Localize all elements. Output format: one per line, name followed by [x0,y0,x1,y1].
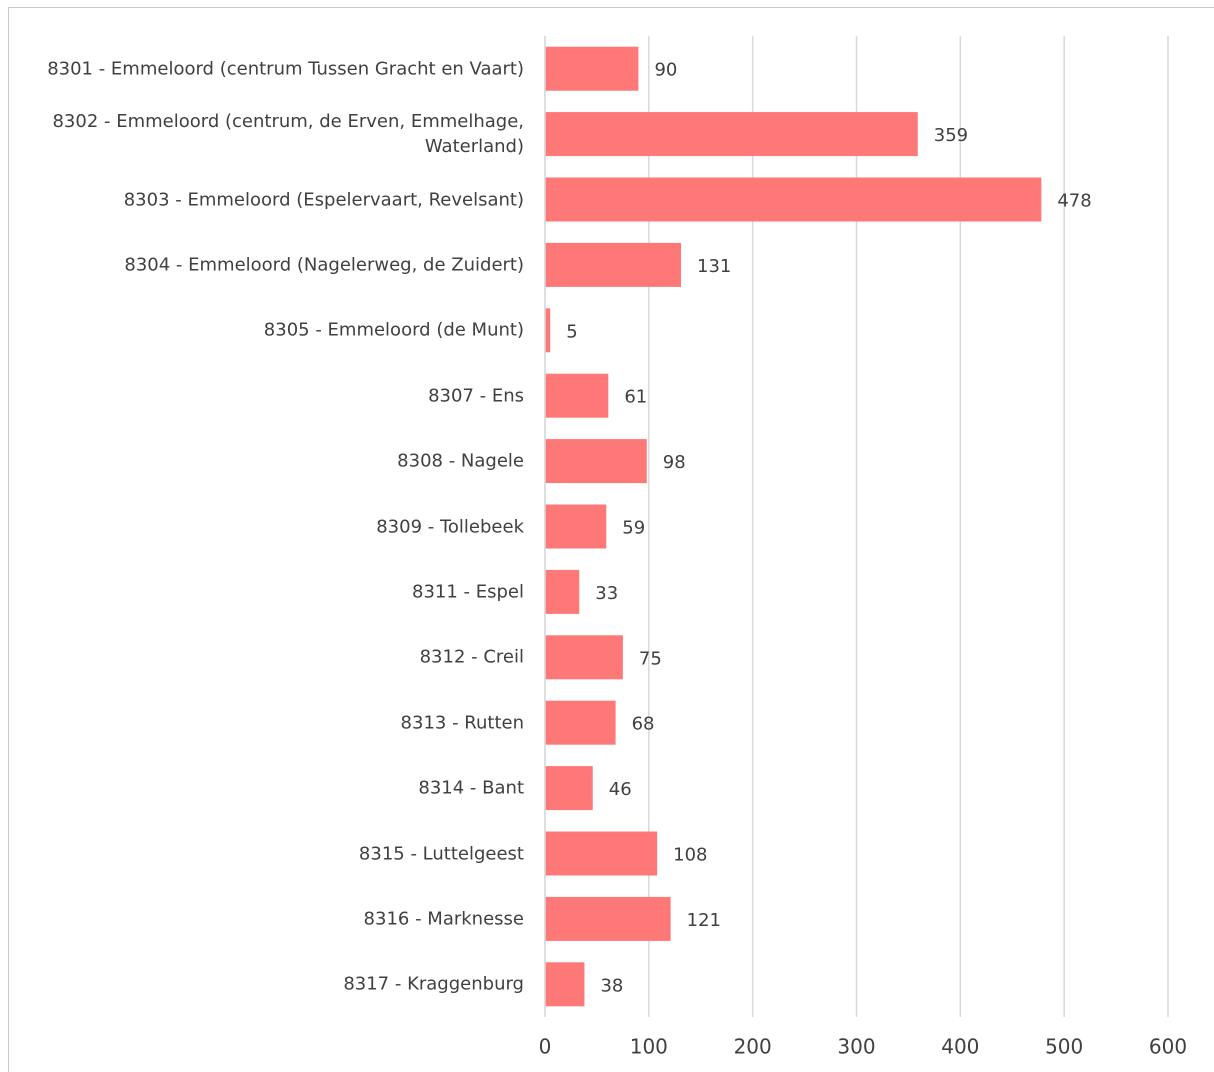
bar [545,896,671,941]
y-tick-label: 8303 - Emmeloord (Espelervaart, Revelsan… [123,189,524,210]
bar [545,766,593,811]
bar [545,177,1042,222]
value-label: 75 [639,648,662,669]
x-tick-label: 0 [539,1035,552,1059]
bar [545,831,658,876]
value-label: 68 [632,714,655,735]
x-tick-label: 200 [734,1035,772,1059]
bar [545,373,609,418]
y-tick-label: 8314 - Bant [418,777,524,799]
y-tick-label: 8312 - Creil [419,646,524,668]
y-tick-label: 8302 - Emmeloord (centrum, de Erven, Emm… [52,111,524,158]
x-tick-label: 100 [630,1035,668,1059]
value-label: 33 [595,583,618,604]
value-label: 46 [609,779,632,800]
y-tick-label: 8308 - Nagele [397,450,524,472]
y-tick-label: 8315 - Luttelgeest [358,843,524,864]
frame [8,7,1214,1072]
value-label: 478 [1057,191,1091,212]
value-label: 5 [566,321,577,342]
y-tick-label: 8316 - Marknesse [363,908,524,930]
y-tick-label: 8311 - Espel [412,581,524,603]
y-tick-label: 8317 - Kraggenburg [343,973,524,995]
value-label: 131 [697,256,731,277]
y-tick-label: 8304 - Emmeloord (Nagelerweg, de Zuidert… [124,254,524,276]
bar [545,504,607,549]
bar [545,700,616,745]
bar [545,439,647,484]
bar [545,46,639,91]
value-label: 121 [687,910,721,931]
y-tick-label: 8313 - Rutten [400,712,524,734]
x-tick-label: 500 [1045,1035,1083,1059]
bar [545,569,580,614]
x-tick-label: 400 [941,1035,979,1059]
value-label: 38 [600,975,623,996]
bar [545,112,918,157]
x-tick-label: 600 [1149,1035,1187,1059]
value-label: 359 [934,125,968,146]
bar [545,962,585,1007]
bar [545,308,551,353]
y-tick-label: 8305 - Emmeloord (de Munt) [263,319,524,341]
value-label: 98 [663,452,686,473]
value-label: 61 [624,387,647,408]
x-tick-label: 300 [837,1035,875,1059]
value-label: 59 [622,518,645,539]
y-tick-label: 8307 - Ens [428,385,524,407]
bar [545,635,623,680]
value-label: 108 [673,845,707,866]
value-label: 90 [654,60,677,81]
bar [545,242,682,287]
y-tick-label: 8309 - Tollebeek [376,516,524,537]
y-tick-label: 8301 - Emmeloord (centrum Tussen Gracht … [47,58,524,80]
